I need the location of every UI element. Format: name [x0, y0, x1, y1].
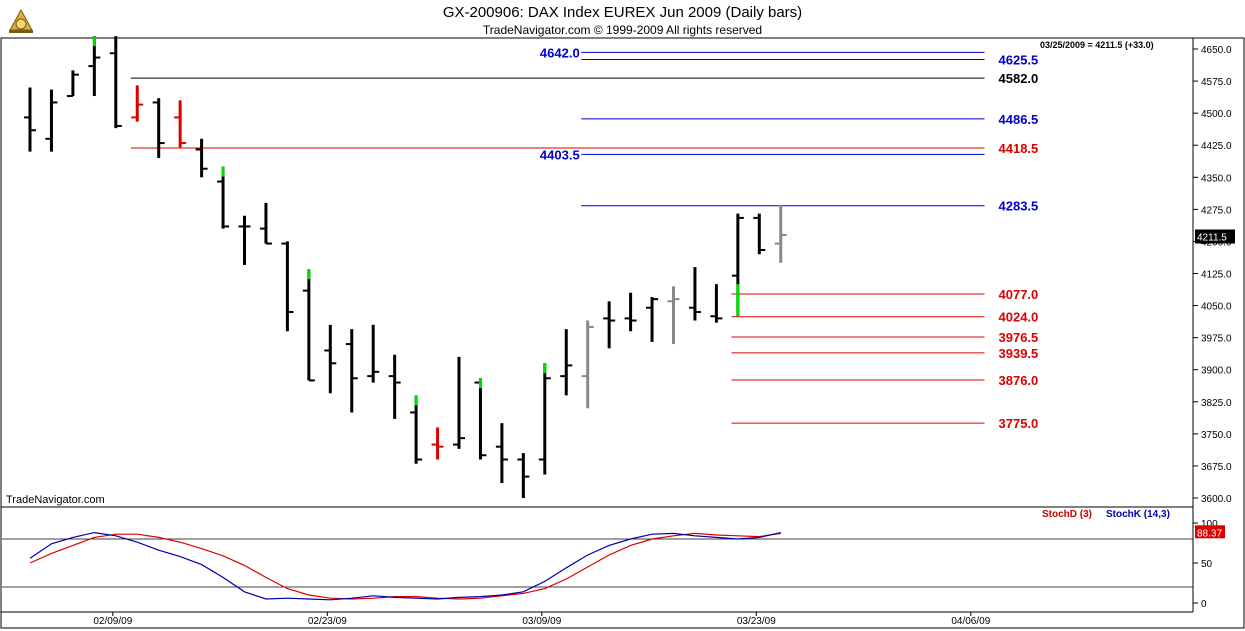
price-tick-label: 4050.0	[1201, 302, 1232, 313]
sextant-logo-icon	[9, 8, 33, 33]
price-tick-label: 4125.0	[1201, 270, 1232, 281]
ohlc-bar[interactable]	[560, 329, 573, 396]
copyright-text: TradeNavigator.com © 1999-2009 All right…	[482, 23, 763, 37]
ohlc-bar[interactable]	[731, 213, 744, 317]
ohlc-bar[interactable]	[624, 292, 637, 332]
level-label: 3939.5	[999, 346, 1039, 361]
ohlc-bar[interactable]	[345, 329, 358, 413]
date-tick-label: 02/09/09	[93, 616, 132, 627]
ohlc-bar[interactable]	[410, 395, 423, 464]
level-label: 4283.5	[999, 199, 1039, 214]
ohlc-bar[interactable]	[474, 378, 487, 460]
price-tick-label: 4650.0	[1201, 45, 1232, 56]
ohlc-bar[interactable]	[195, 138, 208, 178]
stoch-tick-label: 0	[1201, 599, 1207, 610]
stoch-d-line	[29, 532, 781, 600]
level-label: 3775.0	[999, 416, 1039, 431]
ohlc-bar[interactable]	[109, 36, 122, 129]
price-tick-label: 3750.0	[1201, 430, 1232, 441]
last-price-tag	[1195, 229, 1235, 244]
ohlc-bar[interactable]	[538, 363, 551, 475]
ohlc-bar[interactable]	[453, 356, 465, 449]
level-label: 4077.0	[999, 287, 1039, 302]
level-label: 4486.5	[999, 112, 1039, 127]
level-label: 4625.5	[999, 52, 1039, 67]
ohlc-bar[interactable]	[710, 284, 723, 323]
level-label: 4024.0	[999, 310, 1039, 325]
price-tick-label: 3825.0	[1201, 398, 1232, 409]
ohlc-bar[interactable]	[174, 100, 187, 148]
chart-title: GX-200906: DAX Index EUREX Jun 2009 (Dai…	[442, 4, 803, 21]
last-quote-text: 03/25/2009 = 4211.5 (+33.0)	[1040, 40, 1154, 50]
level-label: 4642.0	[540, 45, 580, 60]
level-label: 4582.0	[999, 71, 1039, 86]
ohlc-bar[interactable]	[217, 166, 230, 229]
stoch-tick-label: 100	[1201, 519, 1218, 530]
price-tick-label: 4500.0	[1201, 109, 1232, 120]
ohlc-bar[interactable]	[388, 354, 401, 419]
stoch-k-line	[29, 531, 781, 601]
ohlc-bar[interactable]	[688, 267, 701, 321]
ohlc-bar[interactable]	[238, 215, 251, 265]
watermark-text: TradeNavigator.com	[6, 494, 105, 506]
ohlc-bar[interactable]	[66, 70, 79, 98]
date-tick-label: 03/09/09	[522, 616, 561, 627]
stoch-tick-label: 50	[1201, 559, 1213, 570]
price-tick-label: 3975.0	[1201, 334, 1232, 345]
date-tick-label: 03/23/09	[737, 616, 776, 627]
date-tick-label: 02/23/09	[308, 616, 347, 627]
price-tick-label: 4275.0	[1201, 205, 1232, 216]
ohlc-bar[interactable]	[367, 324, 380, 383]
ohlc-bar[interactable]	[302, 269, 315, 382]
level-label: 3976.5	[999, 330, 1039, 345]
last-price-label: 4211.5	[1197, 233, 1227, 244]
ohlc-bar[interactable]	[281, 241, 294, 332]
price-tick-label: 4575.0	[1201, 77, 1232, 88]
level-label: 4403.5	[540, 147, 580, 162]
stoch-value-label: 88.37	[1197, 528, 1222, 539]
ohlc-bar[interactable]	[646, 297, 659, 342]
price-tick-label: 3600.0	[1201, 494, 1232, 505]
level-label: 4418.5	[999, 141, 1039, 156]
price-tick-label: 4425.0	[1201, 141, 1232, 152]
ohlc-bar[interactable]	[603, 301, 616, 349]
price-tick-label: 4350.0	[1201, 173, 1232, 184]
ohlc-bar[interactable]	[431, 427, 444, 460]
ohlc-bar[interactable]	[495, 423, 508, 484]
chart-border	[0, 37, 1245, 629]
ohlc-bar[interactable]	[131, 85, 144, 122]
ohlc-bar[interactable]	[88, 36, 101, 97]
stoch-d-legend: StochD (3)	[1042, 509, 1092, 520]
ohlc-bar[interactable]	[152, 98, 165, 159]
ohlc-bar[interactable]	[667, 286, 680, 345]
ohlc-bar[interactable]	[517, 453, 530, 498]
ohlc-bar[interactable]	[259, 202, 272, 245]
stoch-value-tag	[1195, 525, 1225, 539]
ohlc-bar[interactable]	[581, 320, 594, 409]
ohlc-bar[interactable]	[45, 89, 58, 152]
ohlc-bar[interactable]	[753, 213, 766, 255]
stoch-k-legend: StochK (14,3)	[1106, 509, 1170, 520]
date-tick-label: 04/06/09	[951, 616, 990, 627]
level-label: 3876.0	[999, 373, 1039, 388]
price-tick-label: 3900.0	[1201, 366, 1232, 377]
ohlc-bar[interactable]	[774, 205, 787, 263]
price-tick-label: 3675.0	[1201, 462, 1232, 473]
ohlc-bar[interactable]	[324, 324, 337, 394]
ohlc-bar[interactable]	[24, 87, 36, 152]
